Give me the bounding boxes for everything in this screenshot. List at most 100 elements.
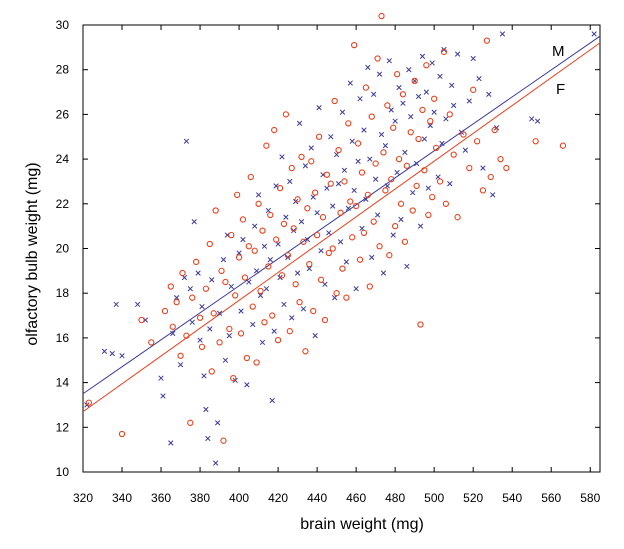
point-x-marker xyxy=(349,138,355,144)
point-circle-marker xyxy=(403,162,411,169)
point-x-marker xyxy=(425,185,431,191)
y-tick-label: 24 xyxy=(56,152,70,166)
point-circle-marker xyxy=(296,298,303,306)
point-circle-marker xyxy=(413,182,420,190)
point-circle-marker xyxy=(460,131,467,138)
point-circle-marker xyxy=(257,287,264,295)
point-circle-marker xyxy=(431,95,438,102)
point-circle-marker xyxy=(239,216,247,223)
point-circle-marker xyxy=(308,158,315,165)
point-circle-marker xyxy=(208,368,215,375)
x-tick-label: 420 xyxy=(268,491,288,505)
point-circle-marker xyxy=(315,133,323,140)
point-circle-marker xyxy=(243,354,251,362)
point-circle-marker xyxy=(196,314,204,321)
point-circle-marker xyxy=(237,330,245,337)
point-x-marker xyxy=(400,100,406,106)
point-x-marker xyxy=(160,393,166,399)
point-circle-marker xyxy=(187,419,194,426)
point-circle-marker xyxy=(263,142,270,149)
point-circle-marker xyxy=(335,147,342,154)
point-x-marker xyxy=(101,348,108,354)
point-x-marker xyxy=(499,31,506,37)
point-circle-marker xyxy=(372,160,379,167)
point-circle-marker xyxy=(352,202,360,210)
point-circle-marker xyxy=(302,348,309,355)
point-circle-marker xyxy=(276,185,284,192)
point-x-marker xyxy=(324,185,330,191)
point-circle-marker xyxy=(356,256,364,263)
point-circle-marker xyxy=(532,138,539,145)
point-circle-marker xyxy=(319,214,327,221)
point-x-marker xyxy=(386,58,392,64)
point-x-marker xyxy=(369,254,375,261)
point-circle-marker xyxy=(349,234,356,241)
point-circle-marker xyxy=(321,316,329,324)
point-circle-marker xyxy=(503,164,510,172)
point-x-marker xyxy=(439,140,445,147)
point-circle-marker xyxy=(325,249,332,257)
x-axis-title: brain weight (mg) xyxy=(300,516,424,533)
series-label-m: M xyxy=(552,43,565,60)
point-x-marker xyxy=(476,75,482,82)
point-x-marker xyxy=(134,301,141,308)
point-x-marker xyxy=(298,219,305,225)
point-x-marker xyxy=(119,353,125,359)
point-x-marker xyxy=(341,167,348,173)
point-x-marker xyxy=(168,440,174,446)
point-circle-marker xyxy=(169,323,176,330)
point-x-marker xyxy=(421,136,428,142)
point-x-marker xyxy=(355,158,361,164)
x-tick-label: 520 xyxy=(463,491,483,505)
x-tick-label: 580 xyxy=(580,491,600,505)
point-circle-marker xyxy=(212,207,219,214)
point-circle-marker xyxy=(419,106,426,114)
series-f xyxy=(85,12,567,444)
point-circle-marker xyxy=(360,229,368,237)
point-circle-marker xyxy=(202,285,210,292)
x-tick-label: 540 xyxy=(502,491,522,505)
point-circle-marker xyxy=(415,135,422,143)
point-x-marker xyxy=(252,223,258,229)
point-circle-marker xyxy=(440,48,448,55)
point-x-marker xyxy=(470,55,476,62)
point-circle-marker xyxy=(450,151,457,158)
point-circle-marker xyxy=(382,187,389,194)
point-circle-marker xyxy=(466,164,473,172)
point-x-marker xyxy=(392,118,398,124)
point-x-marker xyxy=(158,375,164,381)
point-circle-marker xyxy=(304,205,311,212)
point-circle-marker xyxy=(249,303,256,310)
point-x-marker xyxy=(394,169,400,176)
point-x-marker xyxy=(281,301,287,308)
point-x-marker xyxy=(490,192,496,198)
point-x-marker xyxy=(365,64,371,71)
point-x-marker xyxy=(294,270,301,276)
point-circle-marker xyxy=(313,231,321,239)
point-x-marker xyxy=(271,328,277,334)
x-tick-label: 380 xyxy=(190,491,210,505)
data-points xyxy=(84,12,597,466)
point-x-marker xyxy=(253,268,260,274)
point-circle-marker xyxy=(232,292,239,299)
y-tick-label: 16 xyxy=(56,331,70,345)
point-circle-marker xyxy=(179,269,186,277)
point-circle-marker xyxy=(226,325,233,333)
point-circle-marker xyxy=(364,191,371,199)
x-tick-label: 440 xyxy=(307,491,327,505)
point-x-marker xyxy=(390,232,396,238)
point-x-marker xyxy=(318,248,324,254)
point-x-marker xyxy=(170,330,176,337)
point-circle-marker xyxy=(376,243,383,250)
point-circle-marker xyxy=(487,173,494,181)
point-circle-marker xyxy=(300,238,307,245)
point-x-marker xyxy=(396,84,402,91)
y-tick-label: 22 xyxy=(56,197,70,211)
point-circle-marker xyxy=(294,196,301,203)
point-circle-marker xyxy=(423,62,430,69)
point-x-marker xyxy=(246,279,252,285)
point-x-marker xyxy=(454,51,461,57)
point-x-marker xyxy=(406,67,412,73)
point-circle-marker xyxy=(386,252,393,259)
